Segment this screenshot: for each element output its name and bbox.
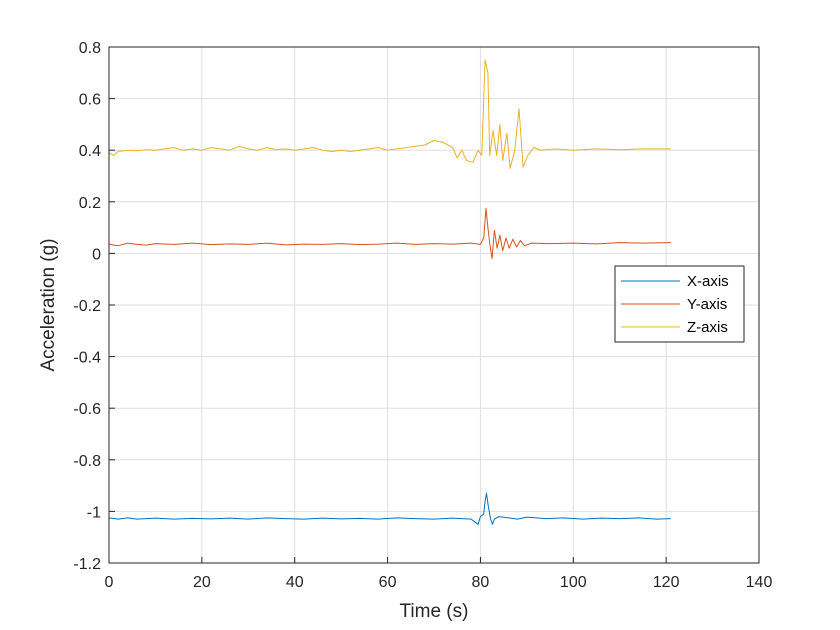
y-tick-label: 0.2 [79,195,101,212]
y-tick-label: -0.6 [73,401,101,418]
legend-entry: Z-axis [687,319,728,336]
y-tick-label: -1 [87,504,101,521]
series-line-x-axis [108,492,671,525]
x-axis-label: Time (s) [400,601,469,622]
y-tick-label: 0.6 [79,92,101,109]
x-tick-label: 140 [746,574,773,591]
legend-entry: Y-axis [687,296,727,313]
y-tick-label: 0 [92,246,101,263]
y-tick-label: -1.2 [73,556,101,573]
legend: X-axis Y-axis Z-axis [614,265,745,343]
x-tick-label: 100 [560,574,587,591]
y-tick-label: 0.8 [79,40,101,57]
series-line-z-axis [108,59,671,169]
y-axis-label: Acceleration (g) [38,238,59,371]
legend-entry: X-axis [687,273,729,290]
x-tick-label: 20 [193,574,211,591]
y-tick-label: -0.4 [73,350,101,367]
x-tick-label: 40 [286,574,304,591]
x-tick-label: 120 [653,574,680,591]
series-line-y-axis [108,207,671,260]
y-tick-label: -0.8 [73,453,101,470]
y-tick-label: -0.2 [73,298,101,315]
y-tick-label: 0.4 [79,143,101,160]
x-tick-label: 0 [105,574,114,591]
x-tick-label: 80 [472,574,490,591]
x-tick-label: 60 [379,574,397,591]
